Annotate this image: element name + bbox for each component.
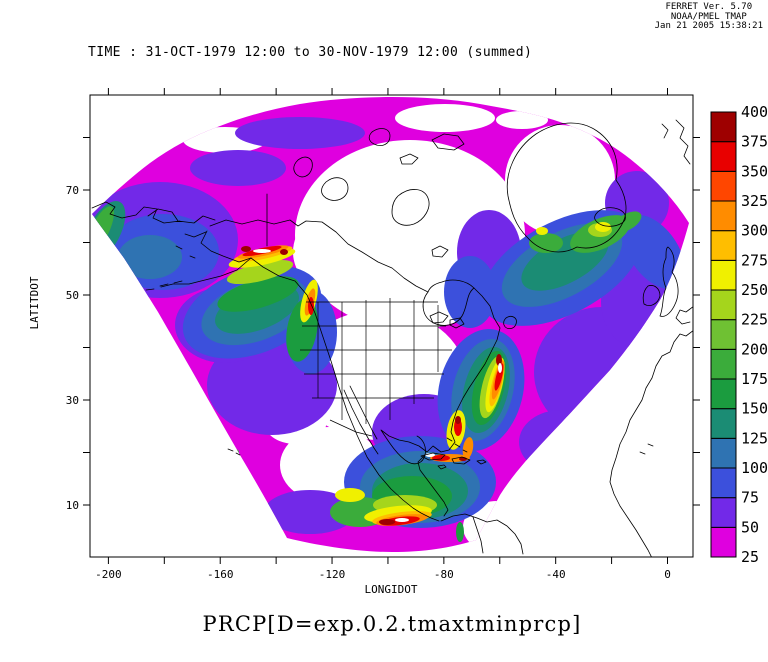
colorbar-tick-label: 325: [741, 192, 768, 210]
iceland-coast: [594, 207, 626, 227]
colorbar-tick-label: 400: [741, 103, 768, 121]
atlantic-gulf-coast: [380, 287, 501, 517]
y-tick-label: 70: [66, 184, 79, 197]
arctic-coast: [209, 219, 429, 293]
variable-title: PRCP[D=exp.0.2.tmaxtminprcp]: [202, 612, 582, 636]
colorbar-cell: [710, 437, 737, 469]
plot-time-title: TIME : 31-OCT-1979 12:00 to 30-NOV-1979 …: [88, 45, 533, 60]
colorbar-cell: [710, 111, 737, 143]
norway-coast: [661, 119, 691, 165]
us-state-borders: [300, 298, 452, 437]
stamp-line-1: FERRET Ver. 5.70: [665, 2, 753, 12]
y-tick-label: 10: [66, 499, 79, 512]
precip-field: [92, 97, 689, 552]
colorbar-cell: [710, 319, 737, 350]
colorbar-tick-label: 375: [741, 133, 768, 151]
ferret-version-stamp: FERRET Ver. 5.70 NOAA/PMEL TMAP Jan 21 200…: [654, 2, 763, 32]
arctic-islands: [293, 128, 465, 258]
hudson-bay: [422, 279, 475, 326]
x-tick-label: -40: [546, 568, 566, 581]
x-tick-label: -200: [95, 568, 122, 581]
y-tick-label: 50: [66, 289, 79, 302]
x-tick-label: 0: [664, 568, 671, 581]
x-axis-label: LONGIDOT: [365, 583, 418, 596]
colorbar-tick-label: 125: [741, 429, 768, 447]
colorbar-tick-label: 150: [741, 400, 768, 418]
y-axis-label: LATITDOT: [28, 276, 41, 329]
baja-california: [343, 385, 379, 455]
colorbar-tick-label: 25: [741, 548, 759, 566]
coastlines: [91, 119, 693, 557]
colorbar-cell: [710, 230, 737, 261]
newfoundland-coast: [503, 316, 517, 330]
colorbar-cell: [710, 378, 737, 410]
colorbar-tick-label: 350: [741, 162, 768, 180]
pacific-coast: [200, 230, 440, 522]
field-darkred: [241, 246, 502, 525]
colorbar-tick-label: 200: [741, 340, 768, 358]
axis-tick-labels: -200 -160 -120 -80 -40 0 70 50 30 10: [66, 184, 671, 581]
colorbar-tick-label: 175: [741, 370, 768, 388]
over-range-specks: [253, 249, 502, 522]
colorbar-labels: 25 50 75 100 125 150 175 200 225 250 275 300 325 350 3…: [741, 103, 768, 566]
colorbar-tick-label: 225: [741, 311, 768, 329]
plot-frame: [89, 94, 694, 558]
alaska-peninsula: [145, 231, 252, 291]
x-tick-label: -80: [434, 568, 454, 581]
caribbean-islands: [420, 437, 487, 470]
south-america-coast: [440, 513, 524, 555]
colorbar-cell: [710, 467, 737, 499]
hawaii-islands: [175, 245, 241, 456]
colorbar-tick-label: 50: [741, 518, 759, 536]
siberia-coast: [91, 201, 216, 224]
stamp-line-2: NOAA/PMEL TMAP: [670, 11, 747, 22]
colorbar-tick-label: 100: [741, 459, 768, 477]
colorbar-tick-label: 250: [741, 281, 768, 299]
colorbar-cell: [710, 200, 737, 232]
colorbar-cell: [710, 526, 737, 558]
colorbar-cell: [710, 497, 737, 528]
colorbar-cell: [710, 170, 737, 202]
colorbar-cell: [710, 348, 737, 380]
axis-ticks: [83, 88, 700, 564]
colorbar-tick-label: 275: [741, 251, 768, 269]
colorbar-cell: [710, 141, 737, 172]
y-tick-label: 30: [66, 394, 79, 407]
africa-iberia-coast: [609, 306, 693, 557]
great-lakes: [429, 311, 465, 329]
x-tick-label: -160: [207, 568, 234, 581]
colorbar-cell: [710, 259, 737, 291]
colorbar-cells: [710, 111, 737, 558]
colorbar-tick-label: 75: [741, 489, 759, 507]
uk-ireland-coast: [642, 246, 679, 317]
x-tick-label: -120: [319, 568, 346, 581]
greenland-coast: [506, 122, 627, 253]
colorbar-cell: [710, 289, 737, 321]
colorbar-tick-label: 300: [741, 222, 768, 240]
stamp-line-3: Jan 21 2005 15:38:21: [654, 21, 763, 31]
colorbar-cell: [710, 408, 737, 439]
